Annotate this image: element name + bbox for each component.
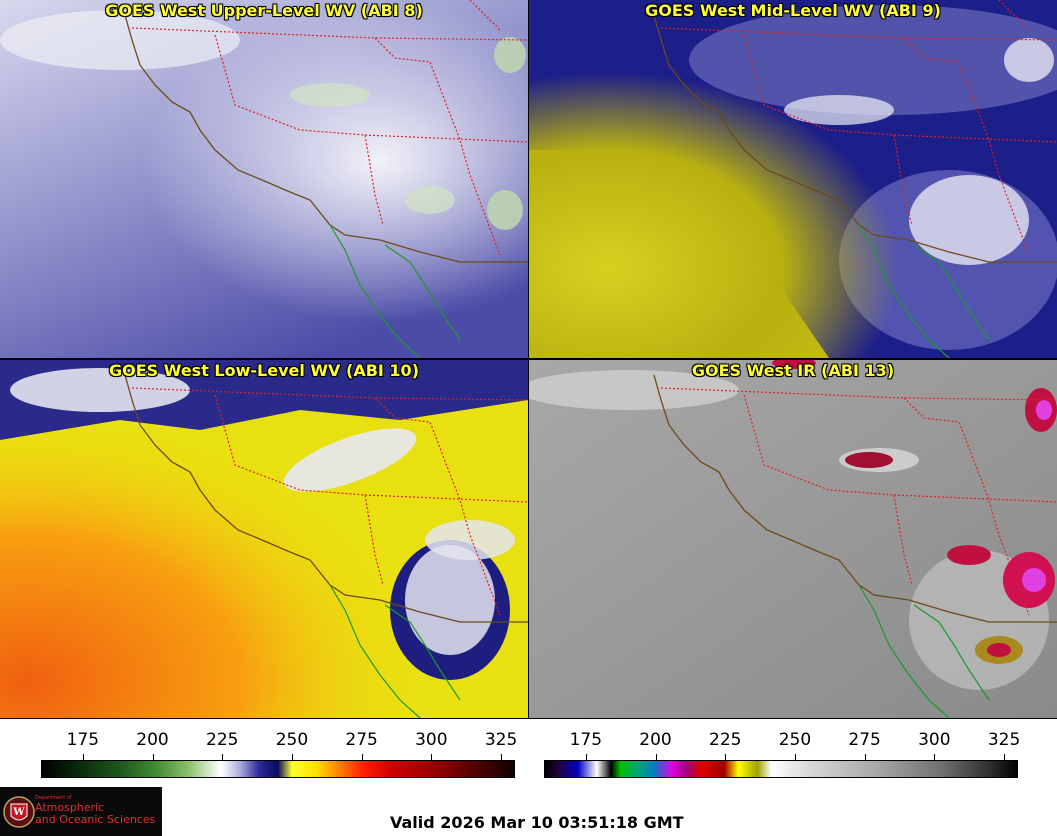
baja-coastline xyxy=(329,224,461,358)
ir-tick-mark xyxy=(794,754,796,760)
state-borders xyxy=(660,0,1057,256)
state-borders xyxy=(131,387,528,616)
wv-tick-mark xyxy=(431,754,433,760)
dept-line-1: Atmospheric xyxy=(35,801,105,814)
ir-tick-label: 300 xyxy=(918,730,951,750)
ir-tick-label: 275 xyxy=(848,730,881,750)
coastline xyxy=(124,14,528,263)
ir-tick-mark xyxy=(655,754,657,760)
wv-tick-mark xyxy=(152,754,154,760)
mid-level-wv-image xyxy=(529,0,1057,358)
ir-colorbar: 175 200 225 250 275 300 325 xyxy=(529,724,1057,784)
wv-colorbar: 175 200 225 250 275 300 325 xyxy=(0,724,528,784)
wv-tick-label: 175 xyxy=(66,730,100,750)
ir-tick-label: 250 xyxy=(778,730,812,750)
dept-line-2: and Oceanic Sciences xyxy=(35,813,156,826)
wv-tick-mark xyxy=(501,754,503,760)
wv-tick-label: 275 xyxy=(345,730,378,750)
panel-title: GOES West Low-Level WV (ABI 10) xyxy=(108,361,419,380)
wv-tick-label: 325 xyxy=(484,730,518,750)
wv-tick-label: 225 xyxy=(206,730,239,750)
aos-logo: W Department of Atmospheric and Oceanic … xyxy=(0,787,162,836)
ir-tick-mark xyxy=(1004,754,1006,760)
uw-crest-icon: W xyxy=(3,796,35,828)
svg-text:W: W xyxy=(12,807,25,818)
ir-tick-mark xyxy=(585,754,587,760)
coastline xyxy=(653,14,1057,263)
ir-image xyxy=(529,360,1057,718)
ir-tick-mark xyxy=(934,754,936,760)
ir-tick-label: 225 xyxy=(709,730,742,750)
wv-tick-mark xyxy=(82,754,84,760)
ir-tick-mark xyxy=(864,754,866,760)
wv-tick-mark xyxy=(361,754,363,760)
state-borders xyxy=(131,0,528,256)
panel-title: GOES West Upper-Level WV (ABI 8) xyxy=(105,1,423,20)
wv-colorbar-gradient xyxy=(41,760,515,778)
ir-tick-label: 200 xyxy=(639,730,672,750)
ir-tick-mark xyxy=(725,754,727,760)
panel-title: GOES West IR (ABI 13) xyxy=(691,361,895,380)
ir-colorbar-gradient xyxy=(544,760,1018,778)
ir-tick-label: 175 xyxy=(569,730,603,750)
coastline xyxy=(124,374,528,623)
panel-upper-level-wv: GOES West Upper-Level WV (ABI 8) xyxy=(0,0,528,358)
wv-tick-mark xyxy=(222,754,224,760)
wv-tick-label: 250 xyxy=(275,730,309,750)
baja-coastline xyxy=(329,584,461,718)
panel-low-level-wv: GOES West Low-Level WV (ABI 10) xyxy=(0,360,528,718)
coastline xyxy=(653,374,1057,623)
valid-time: Valid 2026 Mar 10 03:51:18 GMT xyxy=(390,813,684,832)
ir-tick-label: 325 xyxy=(987,730,1021,750)
panel-title: GOES West Mid-Level WV (ABI 9) xyxy=(645,1,941,20)
wv-tick-mark xyxy=(291,754,293,760)
wv-tick-label: 300 xyxy=(415,730,448,750)
panel-ir: GOES West IR (ABI 13) xyxy=(529,360,1057,718)
state-borders xyxy=(660,387,1057,616)
wv-tick-label: 200 xyxy=(136,730,169,750)
dept-small-label: Department of xyxy=(35,795,72,801)
baja-coastline xyxy=(858,224,990,358)
panel-mid-level-wv: GOES West Mid-Level WV (ABI 9) xyxy=(529,0,1057,358)
baja-coastline xyxy=(858,584,990,718)
upper-level-wv-image xyxy=(0,0,528,358)
low-level-wv-image xyxy=(0,360,528,718)
